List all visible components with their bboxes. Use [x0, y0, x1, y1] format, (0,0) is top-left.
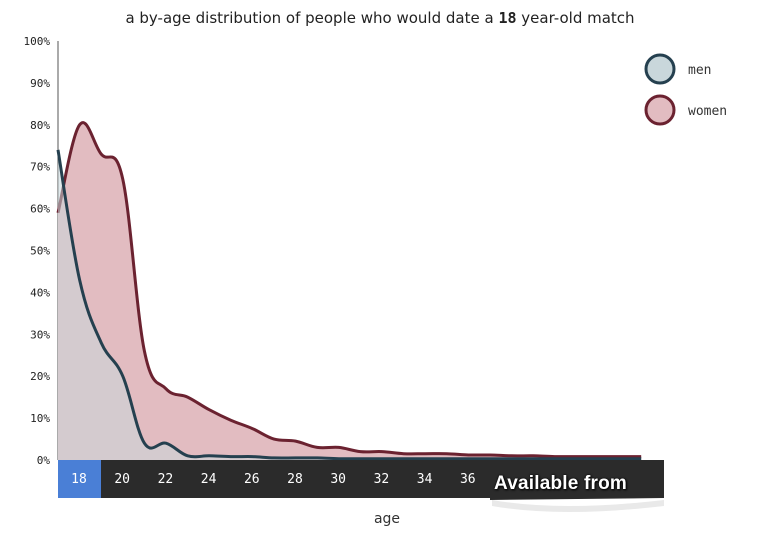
- series-area-men: [58, 149, 642, 460]
- x-tick-label: 20: [114, 472, 130, 487]
- legend-swatch-women: [644, 94, 676, 126]
- y-tick-label: 60%: [30, 203, 50, 216]
- x-tick-highlight: [58, 460, 101, 498]
- x-axis-label: age: [374, 511, 400, 527]
- x-tick-label: 22: [158, 472, 174, 487]
- chart-title-suffix: year-old match: [521, 9, 635, 27]
- x-tick-label: 18: [71, 472, 87, 487]
- y-tick-label: 70%: [30, 161, 50, 174]
- y-tick-label: 0%: [37, 454, 51, 467]
- chart-title-age: 18: [498, 9, 517, 27]
- y-tick-label: 50%: [30, 245, 50, 258]
- x-tick-label: 28: [287, 472, 303, 487]
- y-tick-label: 30%: [30, 328, 50, 341]
- x-tick-label: 36: [460, 472, 476, 487]
- chart-title: a by-age distribution of people who woul…: [0, 9, 760, 27]
- series-line-men: [56, 149, 642, 461]
- y-tick-label: 40%: [30, 286, 50, 299]
- y-tick-label: 100%: [24, 35, 51, 48]
- x-tick-label: 30: [330, 472, 346, 487]
- available-from-overlay: Available from: [494, 473, 628, 494]
- x-tick-label: 24: [201, 472, 217, 487]
- y-tick-label: 10%: [30, 412, 50, 425]
- y-tick-label: 90%: [30, 77, 50, 90]
- overlay-swoosh: [492, 500, 664, 512]
- y-tick-label: 20%: [30, 370, 50, 383]
- legend-label-women: women: [688, 104, 727, 119]
- x-tick-label: 26: [244, 472, 260, 487]
- chart-title-prefix: a by-age distribution of people who woul…: [125, 9, 494, 27]
- series-line-women: [56, 121, 642, 459]
- x-tick-label: 32: [374, 472, 390, 487]
- x-tick-label: 34: [417, 472, 433, 487]
- legend-swatch-men: [644, 53, 676, 85]
- y-tick-label: 80%: [30, 119, 50, 132]
- overlay-banner: [490, 466, 664, 500]
- legend-label-men: men: [688, 63, 711, 78]
- series-area-women: [58, 122, 642, 460]
